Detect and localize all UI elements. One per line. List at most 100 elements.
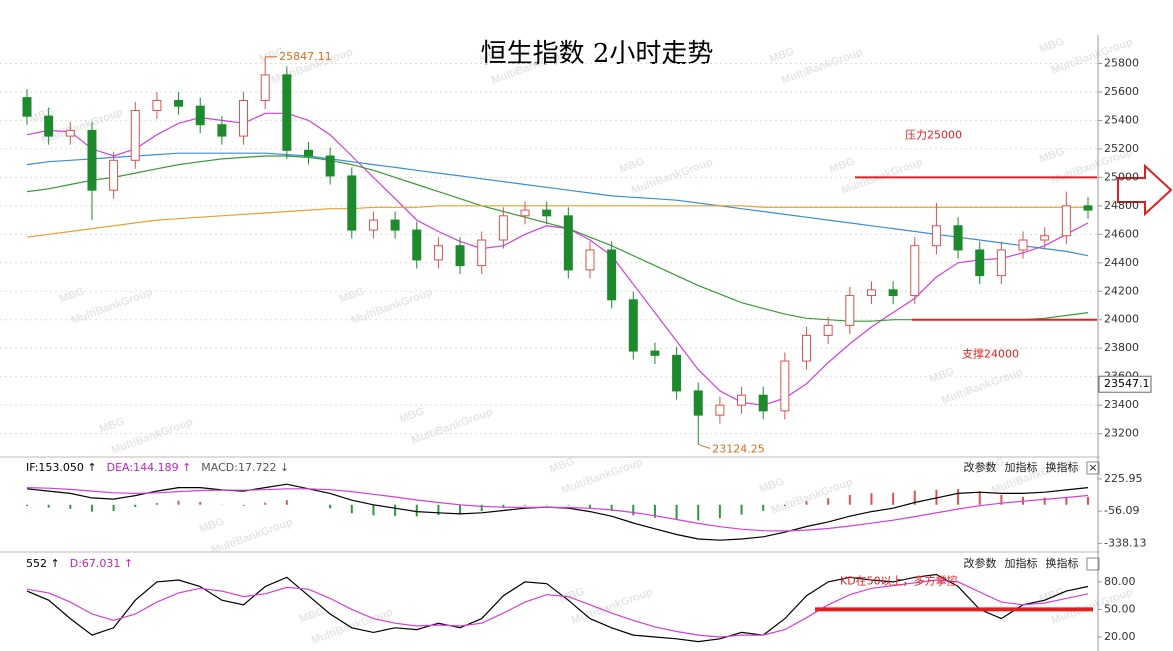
y-tick-label: 24800 <box>1104 199 1139 212</box>
close-box <box>1086 461 1100 475</box>
y-tick-label: 25400 <box>1104 113 1139 126</box>
candle-body <box>260 74 270 101</box>
candle-body <box>996 249 1006 277</box>
candle-body <box>910 245 920 297</box>
candle-body <box>44 115 54 137</box>
candle-body <box>715 404 725 416</box>
candle-body <box>498 215 508 241</box>
y-tick-label: 20.00 <box>1104 630 1136 643</box>
candle-body <box>217 124 227 137</box>
y-tick-label: 25200 <box>1104 142 1139 155</box>
candle-body <box>152 99 162 111</box>
series-line <box>26 487 1089 532</box>
level-label: 支撑24000 <box>962 347 1019 361</box>
candle-body <box>1040 235 1050 241</box>
candle-body <box>693 390 703 416</box>
candle-body <box>866 289 876 297</box>
series-line <box>26 205 1088 238</box>
candle-body <box>628 299 638 352</box>
candle-body <box>433 245 443 261</box>
chart-title: 恒生指数 2小时走势 <box>481 39 714 69</box>
y-tick-label: 23400 <box>1104 398 1139 411</box>
panel-button[interactable]: 加指标 <box>1005 556 1038 570</box>
candle-body <box>758 394 768 412</box>
indicator-value: IF:153.050 ↑ <box>26 461 97 474</box>
candle-body <box>931 225 941 247</box>
candle-body <box>130 109 140 161</box>
indicator-value: DEA:144.189 ↑ <box>107 461 192 474</box>
y-tick-label: 23800 <box>1104 341 1139 354</box>
series-line <box>26 155 1089 322</box>
close-box <box>1086 557 1100 571</box>
candle-body <box>195 105 205 126</box>
price-marker-box <box>1098 375 1152 393</box>
candle-body <box>325 155 335 177</box>
y-tick-label: 24600 <box>1104 227 1139 240</box>
price-marker: 23547.1 <box>1104 377 1150 390</box>
candle-body <box>412 229 422 261</box>
candle-body <box>282 74 292 151</box>
y-tick-label: 25000 <box>1104 170 1139 183</box>
indicator-value: D:67.031 ↑ <box>70 557 133 570</box>
arrow-icon <box>1117 163 1173 217</box>
candle-body <box>455 245 465 267</box>
candle-body <box>650 350 660 356</box>
y-tick-label: 24400 <box>1104 256 1139 269</box>
candle-body <box>109 159 119 191</box>
candle-body <box>975 249 985 277</box>
level-label: KD在50以上，多方掌控 <box>840 573 958 587</box>
candle-body <box>174 99 184 107</box>
candle-body <box>563 215 573 271</box>
panel-button[interactable]: × <box>1088 461 1097 474</box>
indicator-value: MACD:17.722 ↓ <box>201 461 289 474</box>
indicator-value: 552 ↑ <box>26 557 60 570</box>
y-tick-label: 25600 <box>1104 85 1139 98</box>
candle-body <box>520 209 530 217</box>
series-line <box>26 579 1089 638</box>
level-label: 压力25000 <box>905 128 962 141</box>
series-line <box>26 152 1089 257</box>
panel-button[interactable]: 改参数 <box>964 556 997 570</box>
candle-body <box>845 295 855 326</box>
candle-body <box>1061 205 1071 237</box>
panel-button[interactable]: 换指标 <box>1046 556 1079 570</box>
candle-body <box>888 289 898 297</box>
candle-body <box>585 249 595 271</box>
y-tick-label: -338.13 <box>1104 536 1146 549</box>
y-tick-label: 25800 <box>1104 56 1139 69</box>
y-tick-label: 23200 <box>1104 427 1139 440</box>
y-tick-label: -56.09 <box>1104 504 1139 517</box>
candle-body <box>22 97 32 117</box>
candle-body <box>347 175 357 231</box>
panel-button[interactable]: 改参数 <box>964 460 997 474</box>
y-tick-label: 24000 <box>1104 313 1139 326</box>
candle-body <box>1083 205 1093 211</box>
candle-body <box>368 219 378 231</box>
y-tick-label: 225.95 <box>1104 472 1143 485</box>
candle-body <box>477 239 487 267</box>
candle-body <box>823 324 833 336</box>
candle-body <box>672 354 682 392</box>
pointer <box>698 443 711 449</box>
candle-body <box>542 209 552 217</box>
candle-body <box>737 394 747 406</box>
y-tick-label: 80.00 <box>1104 575 1136 588</box>
candle-body <box>87 129 97 191</box>
candle-body <box>303 149 313 157</box>
panel-button[interactable]: 加指标 <box>1005 460 1038 474</box>
candle-body <box>802 334 812 362</box>
candle-body <box>607 249 617 301</box>
low-label: 23124.25 <box>712 442 765 455</box>
candle-body <box>239 99 249 137</box>
panel-button[interactable]: 换指标 <box>1046 460 1079 474</box>
candle-body <box>953 225 963 251</box>
y-tick-label: 50.00 <box>1104 602 1136 615</box>
high-label: 25847.11 <box>279 50 332 63</box>
candle-body <box>1018 239 1028 251</box>
candle-body <box>65 129 75 137</box>
candle-body <box>390 219 400 231</box>
y-tick-label: 24200 <box>1104 284 1139 297</box>
